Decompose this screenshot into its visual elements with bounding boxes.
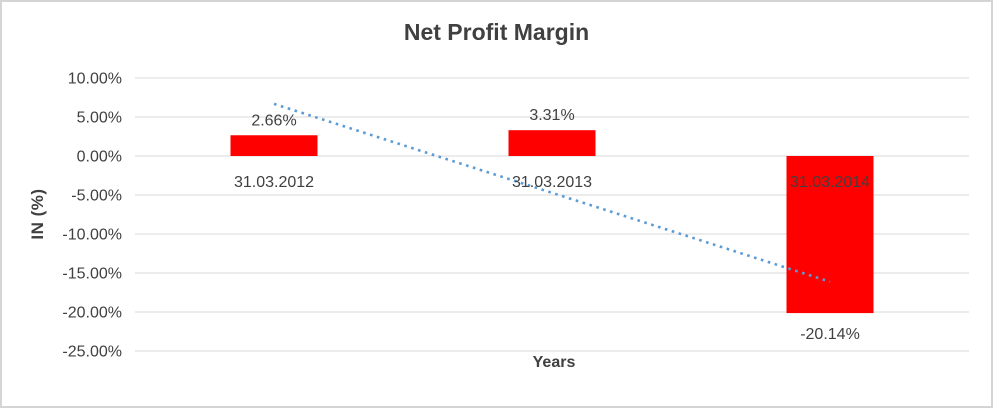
x-axis-title: Years (532, 354, 576, 371)
chart-title: Net Profit Margin (403, 19, 590, 45)
data-label: -20.14% (800, 326, 860, 343)
y-tick-label: -20.00% (62, 305, 122, 322)
y-tick-label: -25.00% (62, 344, 122, 361)
y-tick-label: 5.00% (77, 110, 122, 127)
y-tick-label: 10.00% (68, 71, 122, 88)
data-label: 3.31% (529, 107, 574, 124)
category-label: 31.03.2012 (234, 174, 314, 191)
data-label: 2.66% (251, 112, 296, 129)
bar-31.03.2014 (786, 156, 874, 314)
y-tick-label: -5.00% (71, 188, 122, 205)
y-tick-label: 0.00% (77, 149, 122, 166)
category-label: 31.03.2013 (512, 174, 592, 191)
y-tick-label: -10.00% (62, 227, 122, 244)
bar-31.03.2012 (230, 135, 318, 156)
bar-31.03.2013 (508, 130, 596, 156)
category-label: 31.03.2014 (790, 174, 870, 191)
y-tick-label: -15.00% (62, 266, 122, 283)
